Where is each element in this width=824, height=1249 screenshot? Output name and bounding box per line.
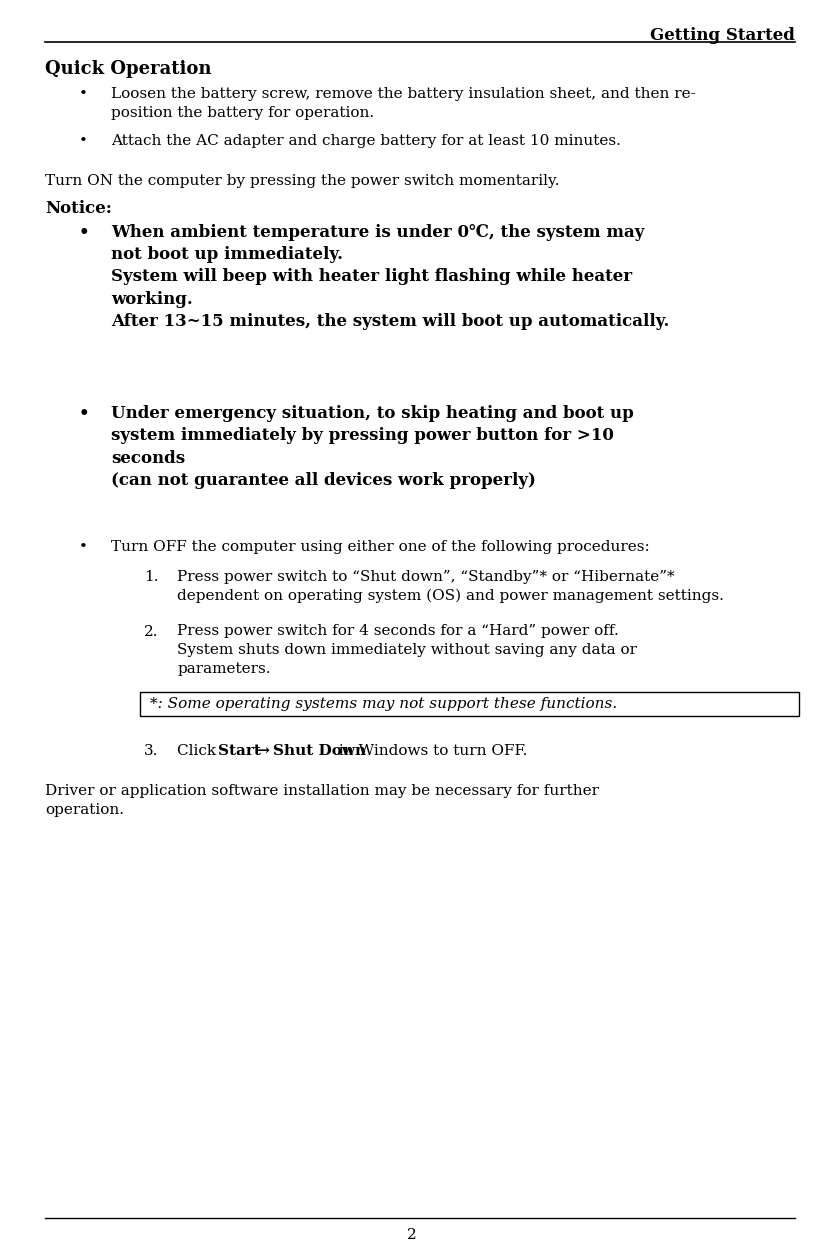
Text: When ambient temperature is under 0℃, the system may
not boot up immediately.
Sy: When ambient temperature is under 0℃, th… xyxy=(111,224,670,331)
Text: Turn OFF the computer using either one of the following procedures:: Turn OFF the computer using either one o… xyxy=(111,540,650,553)
Text: →: → xyxy=(252,744,276,758)
Text: 2.: 2. xyxy=(144,624,159,638)
Text: Press power switch to “Shut down”, “Standby”* or “Hibernate”*
dependent on opera: Press power switch to “Shut down”, “Stan… xyxy=(177,570,724,603)
Text: 1.: 1. xyxy=(144,570,159,583)
Text: •: • xyxy=(78,405,89,422)
Text: Turn ON the computer by pressing the power switch momentarily.: Turn ON the computer by pressing the pow… xyxy=(45,174,559,187)
Text: Attach the AC adapter and charge battery for at least 10 minutes.: Attach the AC adapter and charge battery… xyxy=(111,134,621,147)
Text: in Windows to turn OFF.: in Windows to turn OFF. xyxy=(335,744,528,758)
Text: Press power switch for 4 seconds for a “Hard” power off.
System shuts down immed: Press power switch for 4 seconds for a “… xyxy=(177,624,637,677)
Text: *: Some operating systems may not support these functions.: *: Some operating systems may not suppor… xyxy=(150,697,617,711)
Text: •: • xyxy=(78,134,87,147)
Text: Shut Down: Shut Down xyxy=(273,744,366,758)
Text: Click: Click xyxy=(177,744,221,758)
Text: Loosen the battery screw, remove the battery insulation sheet, and then re-
posi: Loosen the battery screw, remove the bat… xyxy=(111,87,696,120)
Text: •: • xyxy=(78,87,87,101)
Text: •: • xyxy=(78,224,89,241)
Text: •: • xyxy=(78,540,87,553)
Text: Quick Operation: Quick Operation xyxy=(45,60,212,77)
Text: 3.: 3. xyxy=(144,744,158,758)
Text: Notice:: Notice: xyxy=(45,200,112,217)
Text: Getting Started: Getting Started xyxy=(650,27,795,45)
Text: Driver or application software installation may be necessary for further
operati: Driver or application software installat… xyxy=(45,784,599,817)
FancyBboxPatch shape xyxy=(140,692,799,716)
Text: 2: 2 xyxy=(407,1228,417,1242)
Text: Under emergency situation, to skip heating and boot up
system immediately by pre: Under emergency situation, to skip heati… xyxy=(111,405,634,490)
Text: Start: Start xyxy=(218,744,261,758)
